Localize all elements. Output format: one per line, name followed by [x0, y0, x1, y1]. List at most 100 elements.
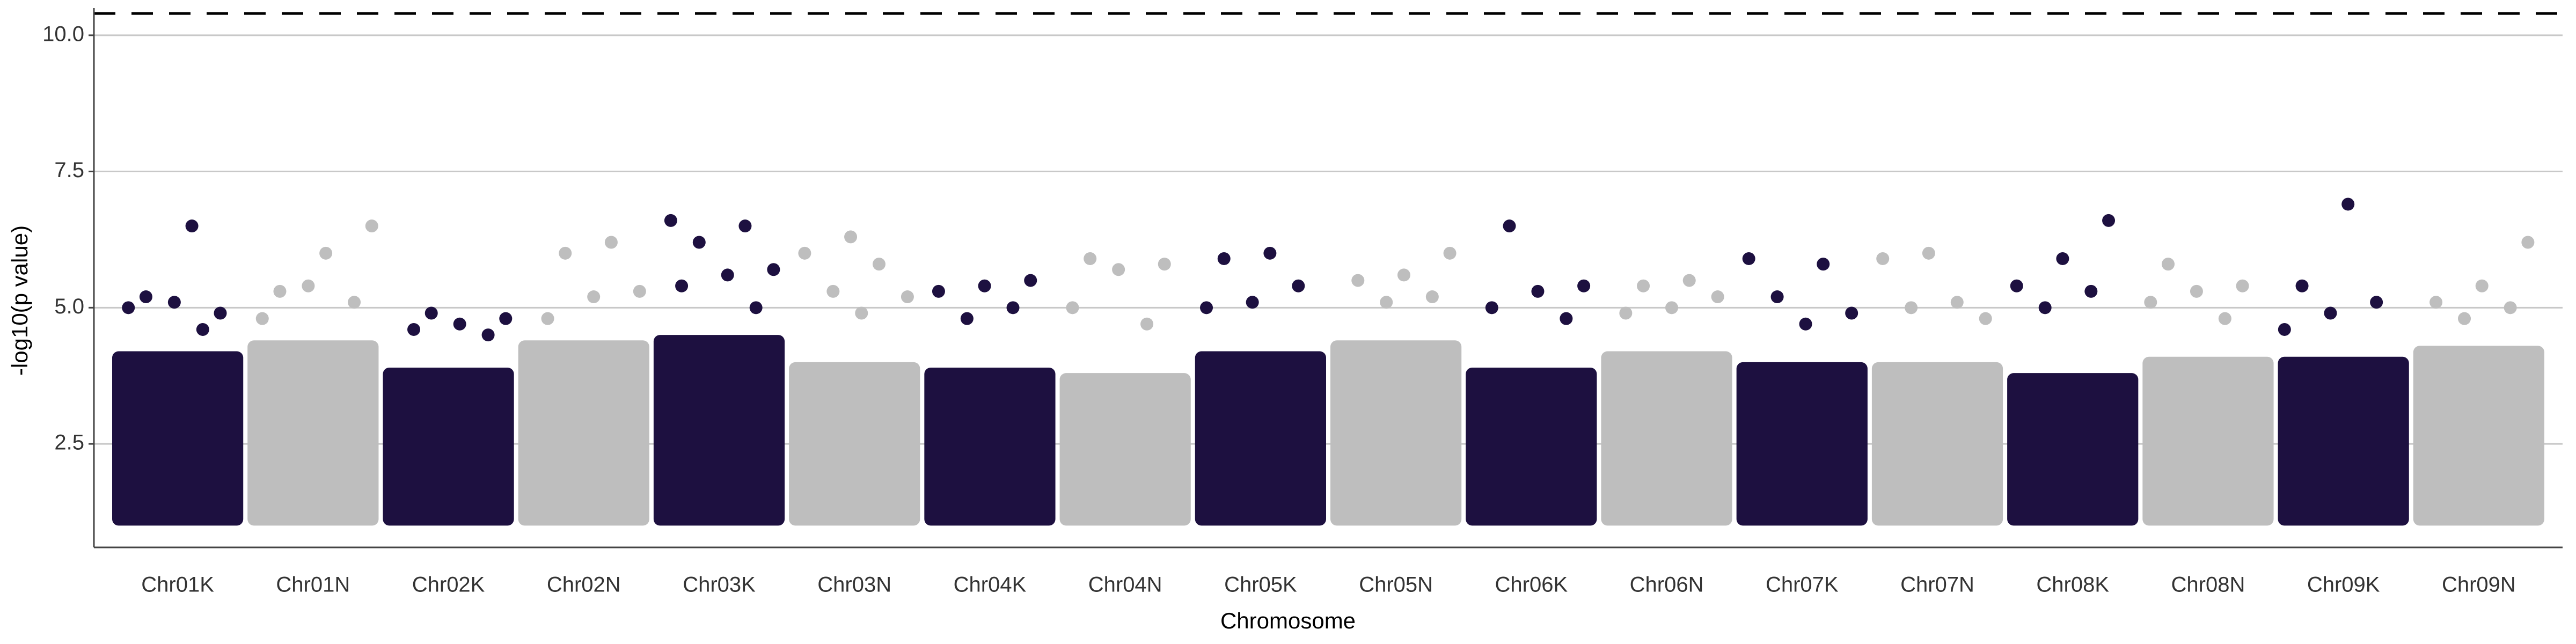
point: [302, 279, 315, 292]
point: [139, 290, 152, 304]
point-mass: [383, 368, 514, 526]
point: [1845, 306, 1858, 320]
point: [1950, 296, 1964, 309]
point: [738, 219, 752, 233]
point-mass: [1466, 368, 1597, 526]
point-mass: [2278, 356, 2409, 526]
point: [365, 219, 378, 233]
point: [2504, 301, 2517, 314]
point-mass: [1871, 362, 2003, 526]
point: [2056, 252, 2069, 265]
point: [2324, 306, 2337, 320]
x-tick-label: Chr06K: [1495, 573, 1568, 597]
point: [2084, 284, 2098, 298]
point: [1577, 279, 1591, 292]
x-tick-label: Chr09K: [2307, 573, 2380, 597]
point: [749, 301, 763, 314]
point: [2370, 296, 2383, 309]
point: [273, 284, 287, 298]
point: [721, 268, 734, 282]
point: [2218, 312, 2231, 325]
x-tick-label: Chr03N: [817, 573, 891, 597]
x-tick-label: Chr05K: [1224, 573, 1297, 597]
point: [1380, 296, 1393, 309]
point: [767, 263, 780, 276]
point: [196, 323, 209, 336]
x-tick-label: Chr08K: [2036, 573, 2109, 597]
point: [844, 230, 858, 244]
point: [185, 219, 199, 233]
point: [1817, 258, 1830, 271]
y-axis-title: -log10(p value): [7, 225, 32, 376]
point: [1799, 317, 1812, 331]
y-tick-label: 7.5: [54, 158, 84, 182]
point: [664, 214, 677, 227]
point: [1425, 290, 1439, 304]
point: [122, 301, 135, 314]
point: [1112, 263, 1125, 276]
point: [1351, 274, 1365, 287]
point: [826, 284, 840, 298]
x-tick-label: Chr09N: [2442, 573, 2516, 597]
point-mass: [924, 368, 1056, 526]
point: [1619, 306, 1633, 320]
point: [1770, 290, 1784, 304]
point: [1292, 279, 1305, 292]
point: [1263, 246, 1277, 260]
point: [901, 290, 914, 304]
point: [559, 246, 572, 260]
point: [1200, 301, 1213, 314]
point-mass: [1601, 351, 1732, 526]
point: [932, 284, 945, 298]
point: [1711, 290, 1724, 304]
point: [1443, 246, 1457, 260]
point-mass: [2007, 373, 2139, 526]
x-tick-label: Chr04N: [1088, 573, 1162, 597]
point: [1217, 252, 1231, 265]
point: [960, 312, 974, 325]
x-tick-label: Chr06N: [1630, 573, 1704, 597]
point: [2341, 197, 2355, 211]
point-mass: [789, 362, 920, 526]
point: [1397, 268, 1410, 282]
point: [1066, 301, 1079, 314]
point: [1158, 258, 1171, 271]
point: [2475, 279, 2489, 292]
point-mass: [2142, 356, 2274, 526]
point: [2429, 296, 2443, 309]
point: [1905, 301, 1918, 314]
x-tick-label: Chr08N: [2171, 573, 2245, 597]
point: [348, 296, 361, 309]
point: [1024, 274, 1037, 287]
point: [453, 317, 466, 331]
point: [798, 246, 811, 260]
point: [2458, 312, 2471, 325]
point: [1637, 279, 1650, 292]
point: [1876, 252, 1890, 265]
point: [692, 236, 706, 249]
x-tick-label: Chr04K: [954, 573, 1027, 597]
x-tick-label: Chr05N: [1359, 573, 1433, 597]
point: [2190, 284, 2203, 298]
point: [1246, 296, 1259, 309]
point: [2144, 296, 2157, 309]
point: [2102, 214, 2116, 227]
point: [481, 328, 495, 342]
point-mass: [1059, 373, 1191, 526]
point-mass: [518, 340, 649, 526]
point: [407, 323, 421, 336]
point-mass: [1736, 362, 1868, 526]
point: [255, 312, 269, 325]
point-mass: [112, 351, 244, 526]
point: [541, 312, 554, 325]
point: [167, 296, 181, 309]
point: [978, 279, 991, 292]
y-tick-label: 2.5: [54, 431, 84, 455]
point-mass: [1330, 340, 1462, 526]
point: [499, 312, 513, 325]
point-mass: [1195, 351, 1326, 526]
point: [2295, 279, 2309, 292]
x-tick-label: Chr07K: [1766, 573, 1839, 597]
point: [1006, 301, 1020, 314]
